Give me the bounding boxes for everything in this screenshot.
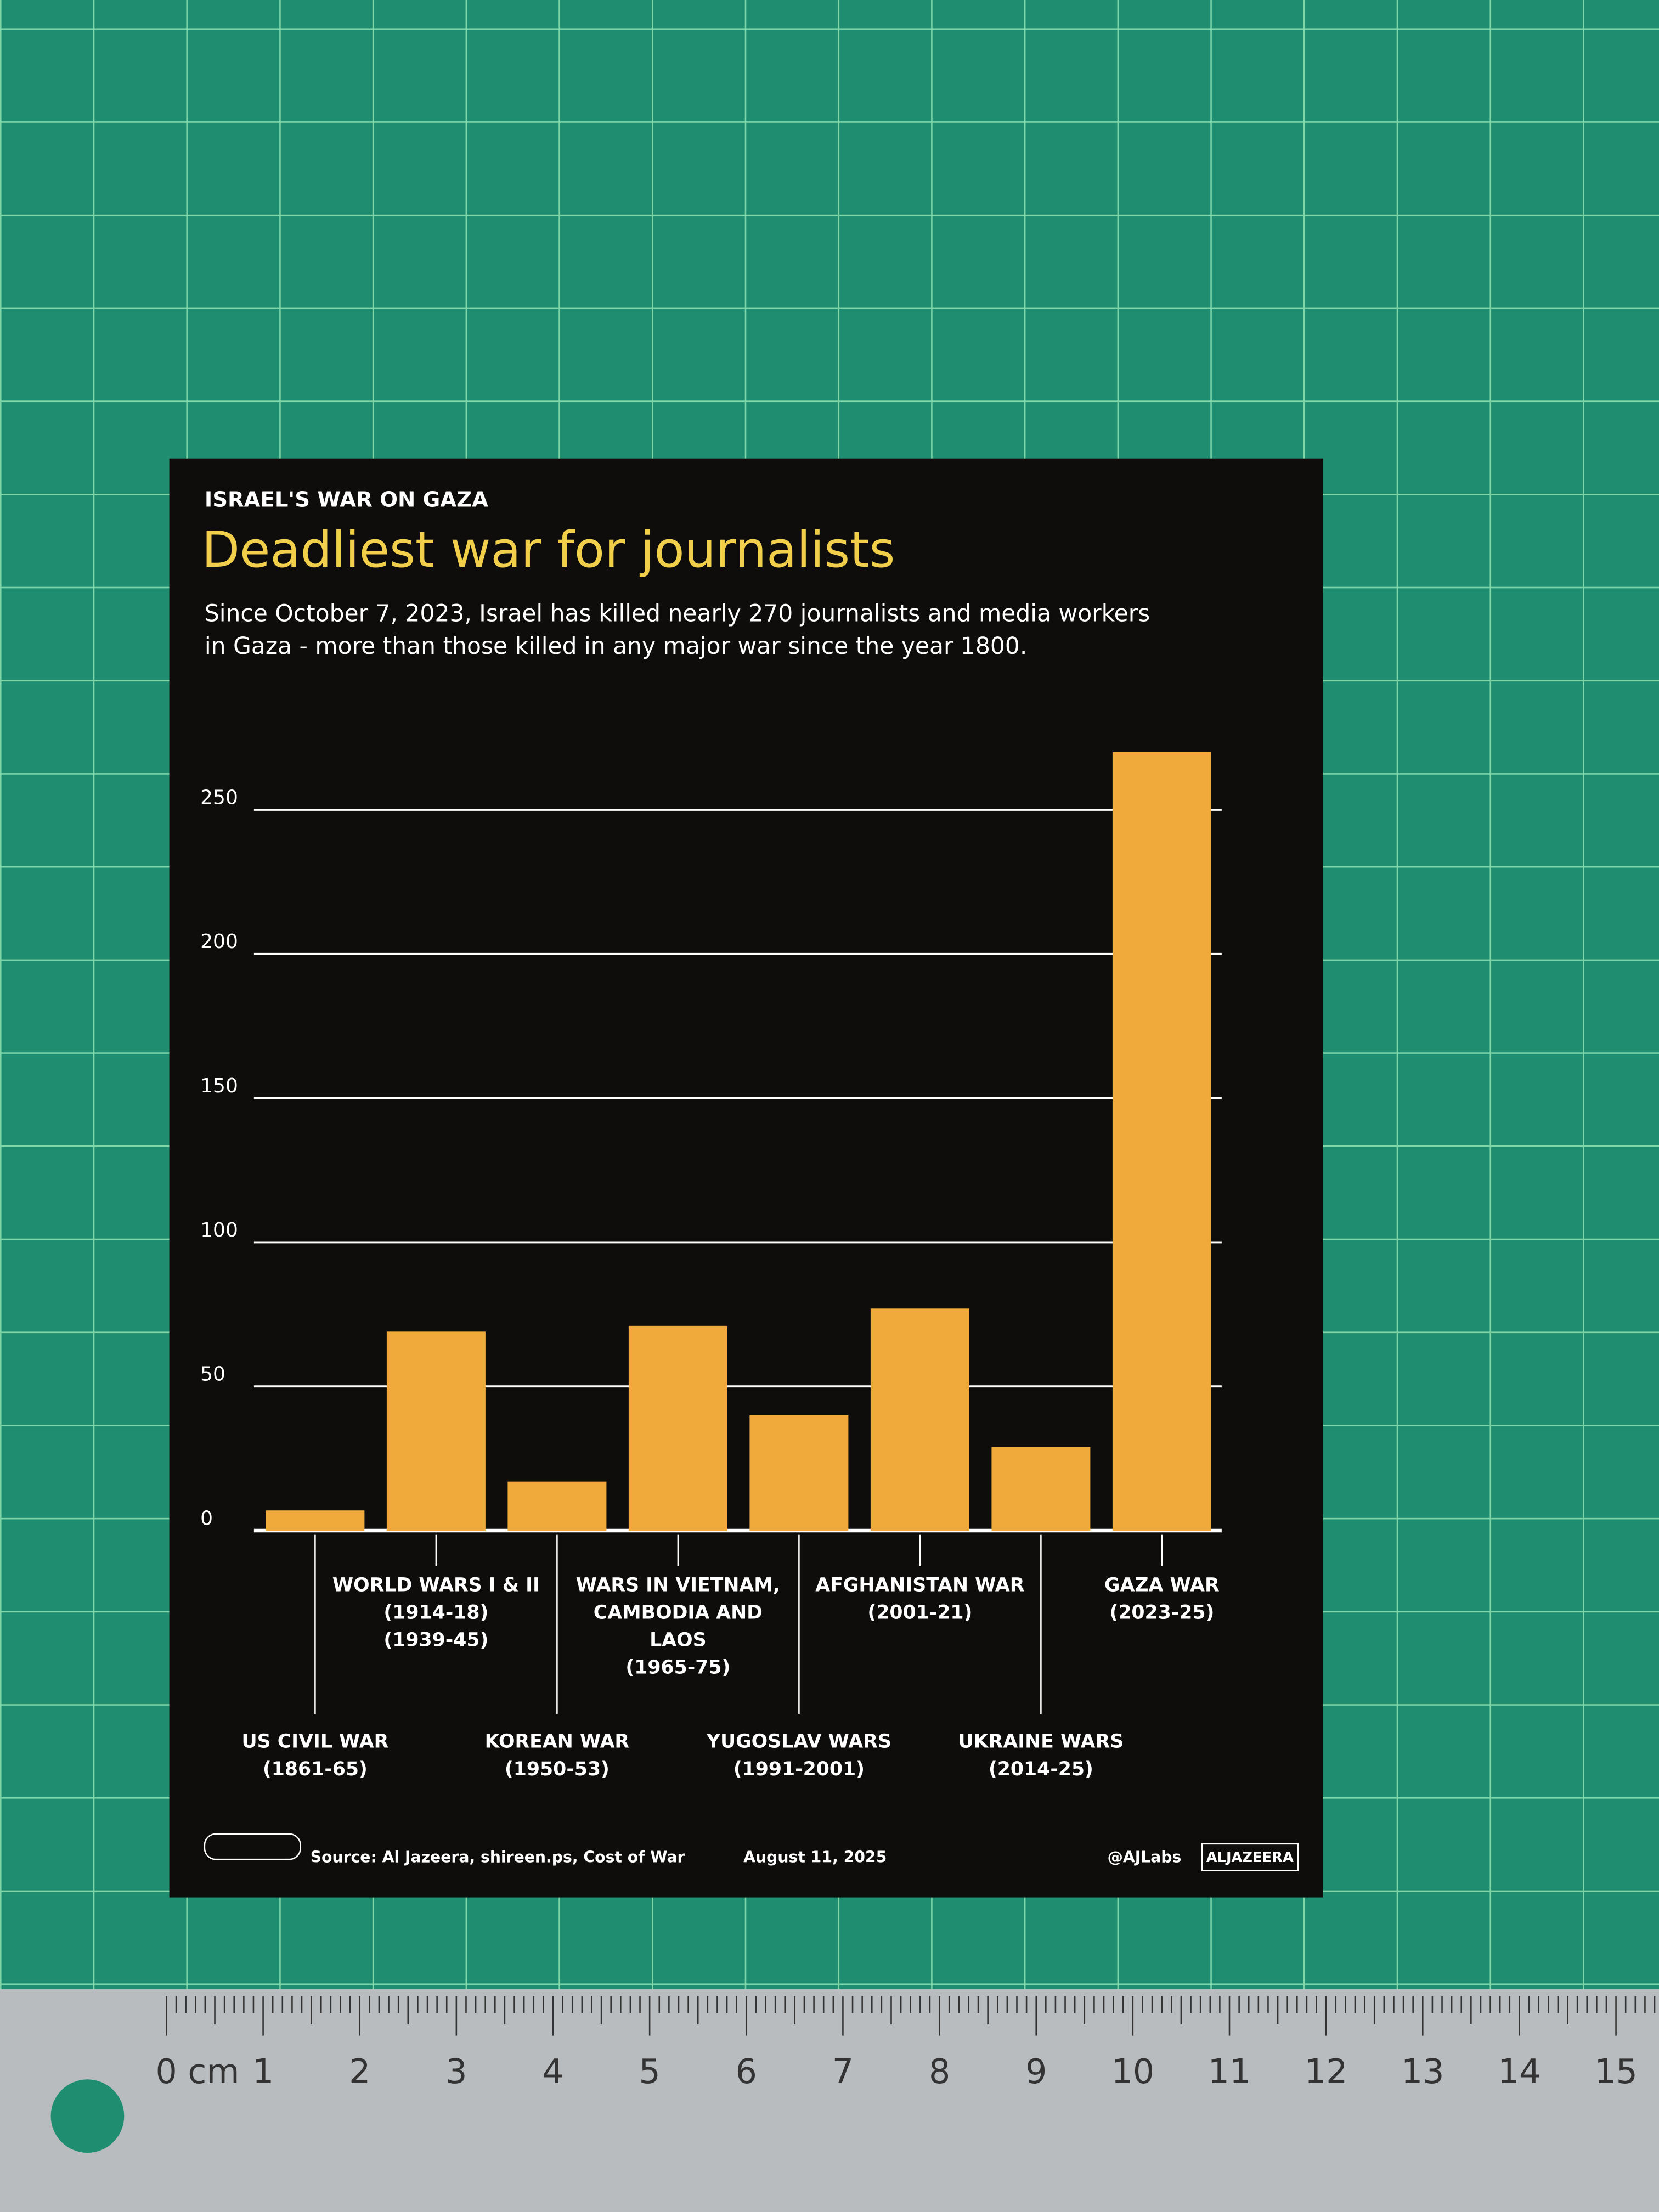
x-tick-label: (2001-21) <box>867 1601 972 1623</box>
x-tick-label: GAZA WAR <box>1104 1574 1220 1596</box>
ruler-label: 15 <box>1594 2052 1638 2091</box>
ruler-label: 6 <box>736 2052 757 2091</box>
bar <box>749 1415 849 1531</box>
x-tick-label: WARS IN VIETNAM, <box>576 1574 780 1596</box>
x-tick-label: UKRAINE WARS <box>958 1731 1124 1753</box>
bar <box>507 1481 607 1531</box>
x-tick-label: CAMBODIA AND <box>594 1601 763 1623</box>
ruler-label: 4 <box>542 2052 563 2091</box>
y-tick-label: 200 <box>200 930 238 953</box>
ruler-label: 5 <box>639 2052 661 2091</box>
bar <box>266 1510 365 1531</box>
handle: @AJLabs <box>1108 1848 1182 1866</box>
x-tick-label: (1991-2001) <box>733 1758 865 1780</box>
x-tick-label: (1965-75) <box>625 1657 730 1679</box>
x-tick-label: LAOS <box>650 1629 706 1651</box>
bar <box>386 1331 486 1531</box>
ruler-label: 1 <box>252 2052 274 2091</box>
bar <box>1112 752 1211 1531</box>
subtitle: Since October 7, 2023, Israel has killed… <box>205 601 1150 628</box>
x-tick-label: US CIVIL WAR <box>241 1731 388 1753</box>
y-tick-label: 150 <box>200 1075 238 1097</box>
y-tick-label: 50 <box>200 1363 225 1386</box>
ruler-label: 10 <box>1111 2052 1155 2091</box>
bar <box>628 1325 727 1531</box>
subtitle: in Gaza - more than those killed in any … <box>205 633 1027 660</box>
x-tick-label: (1914-18) <box>383 1601 488 1623</box>
x-tick-label: WORLD WARS I & II <box>332 1574 540 1596</box>
ruler-label: 13 <box>1401 2052 1444 2091</box>
ruler-scale: 0 cm 1 2 3 4 5 6 7 8 9 10 11 12 13 14 15 <box>156 1996 1656 2091</box>
chart-title: Deadliest war for journalists <box>202 521 895 579</box>
kicker: ISRAEL'S WAR ON GAZA <box>205 487 488 512</box>
ruler-label: 12 <box>1305 2052 1348 2091</box>
x-tick-label: (2023-25) <box>1109 1601 1214 1623</box>
x-tick-label: (1939-45) <box>383 1629 488 1651</box>
y-tick-label: 250 <box>200 786 238 809</box>
date: August 11, 2025 <box>743 1848 887 1866</box>
ruler-label: 14 <box>1498 2052 1541 2091</box>
ruler-label: 0 cm <box>156 2052 240 2091</box>
source: Source: Al Jazeera, shireen.ps, Cost of … <box>311 1848 685 1866</box>
x-tick-label: KOREAN WAR <box>485 1731 630 1753</box>
ruler-label: 3 <box>445 2052 467 2091</box>
x-tick-label: AFGHANISTAN WAR <box>815 1574 1024 1596</box>
x-tick-label: (2014-25) <box>989 1758 1093 1780</box>
ruler-label: 7 <box>832 2052 854 2091</box>
bar <box>991 1447 1091 1531</box>
ruler-hole <box>50 2079 125 2153</box>
bar <box>870 1308 969 1531</box>
y-tick-label: 100 <box>200 1219 238 1242</box>
x-tick-label: (1861-65) <box>263 1758 368 1780</box>
x-tick-label: (1950-53) <box>505 1758 610 1780</box>
ruler-label: 9 <box>1025 2052 1047 2091</box>
ruler <box>0 1989 1659 2212</box>
plot: 0 50 100 150 200 250 US CIVIL WAR (1861-65) WORL… <box>200 752 1222 1780</box>
cc-badge <box>204 1833 301 1860</box>
y-tick-label: 0 <box>200 1507 213 1530</box>
brand-box <box>1201 1843 1299 1872</box>
ruler-label: 11 <box>1208 2052 1251 2091</box>
ruler-label: 8 <box>929 2052 950 2091</box>
x-tick-label: YUGOSLAV WARS <box>706 1731 891 1753</box>
brand: ALJAZEERA <box>1206 1849 1294 1866</box>
ruler-label: 2 <box>349 2052 370 2091</box>
